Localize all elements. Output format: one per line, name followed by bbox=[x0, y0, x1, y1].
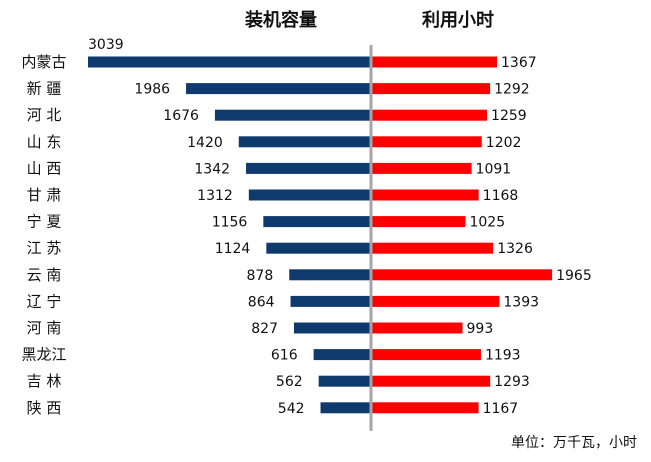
hours-value-label: 1091 bbox=[476, 161, 512, 177]
category-label: 河 南 bbox=[27, 319, 62, 337]
capacity-bar bbox=[320, 402, 371, 414]
hours-value-label: 1167 bbox=[483, 401, 519, 417]
capacity-bar bbox=[88, 56, 371, 68]
hours-value-label: 1326 bbox=[497, 241, 533, 257]
hours-value-label: 1168 bbox=[483, 188, 519, 204]
category-label: 河 北 bbox=[27, 106, 62, 124]
hours-bar bbox=[371, 83, 491, 95]
capacity-value-label: 1124 bbox=[215, 241, 251, 257]
capacity-bar bbox=[318, 375, 371, 387]
category-label: 吉 林 bbox=[27, 372, 62, 390]
hours-bar bbox=[371, 56, 497, 68]
capacity-bar bbox=[248, 189, 371, 201]
hours-bar bbox=[371, 242, 494, 254]
capacity-value-label: 562 bbox=[276, 374, 303, 390]
capacity-value-label: 1420 bbox=[187, 135, 223, 151]
capacity-bar bbox=[186, 83, 371, 95]
hours-value-label: 1292 bbox=[494, 82, 530, 98]
category-label: 江 苏 bbox=[27, 239, 62, 257]
capacity-value-label: 1986 bbox=[134, 82, 170, 98]
hours-bar bbox=[371, 269, 553, 281]
capacity-bar bbox=[266, 242, 371, 254]
hours-value-label: 1293 bbox=[494, 374, 530, 390]
category-label: 新 疆 bbox=[27, 80, 62, 98]
hours-value-label: 1393 bbox=[503, 294, 539, 310]
capacity-bar bbox=[246, 162, 371, 174]
hours-value-label: 1965 bbox=[556, 268, 592, 284]
hours-bar bbox=[371, 162, 472, 174]
capacity-bar bbox=[238, 136, 371, 148]
category-label: 云 南 bbox=[27, 266, 62, 284]
capacity-bar bbox=[313, 349, 371, 361]
hours-value-label: 993 bbox=[467, 321, 494, 337]
hours-value-label: 1193 bbox=[485, 348, 521, 364]
capacity-bar bbox=[290, 295, 371, 307]
hours-bar bbox=[371, 402, 479, 414]
category-label: 黑龙江 bbox=[21, 346, 66, 364]
category-label: 宁 夏 bbox=[27, 213, 62, 231]
capacity-value-label: 827 bbox=[251, 321, 278, 337]
capacity-value-label: 542 bbox=[278, 401, 305, 417]
hours-bar bbox=[371, 322, 463, 334]
capacity-bar bbox=[214, 109, 371, 121]
hours-bar bbox=[371, 349, 481, 361]
capacity-value-label: 1312 bbox=[197, 188, 233, 204]
unit-note: 单位：万千瓦，小时 bbox=[511, 435, 637, 451]
category-label: 陕 西 bbox=[27, 399, 62, 417]
hours-bar bbox=[371, 136, 482, 148]
capacity-value-label: 616 bbox=[271, 348, 298, 364]
capacity-value-label: 1342 bbox=[194, 161, 230, 177]
hours-bar bbox=[371, 375, 491, 387]
hours-value-label: 1025 bbox=[469, 215, 505, 231]
left-title: 装机容量 bbox=[245, 9, 317, 31]
capacity-bar bbox=[293, 322, 371, 334]
capacity-bar bbox=[263, 216, 371, 228]
category-label: 山 西 bbox=[27, 159, 62, 177]
capacity-value-label: 864 bbox=[248, 294, 275, 310]
capacity-value-label: 3039 bbox=[88, 37, 124, 53]
capacity-value-label: 878 bbox=[247, 268, 274, 284]
hours-value-label: 1259 bbox=[491, 108, 527, 124]
hours-bar bbox=[371, 109, 488, 121]
hours-value-label: 1367 bbox=[501, 55, 537, 71]
hours-bar bbox=[371, 189, 479, 201]
right-title: 利用小时 bbox=[422, 9, 494, 31]
category-label: 山 东 bbox=[27, 133, 62, 151]
capacity-bar bbox=[289, 269, 371, 281]
category-label: 辽 宁 bbox=[27, 292, 62, 310]
capacity-value-label: 1156 bbox=[212, 215, 248, 231]
capacity-value-label: 1676 bbox=[163, 108, 199, 124]
hours-bar bbox=[371, 295, 500, 307]
category-label: 甘 肃 bbox=[27, 186, 62, 204]
bars-group: 内蒙古 3039 1367 新 疆 1986 1292 河 北 1676 1259 山 东 1420… bbox=[21, 37, 592, 431]
hours-bar bbox=[371, 216, 466, 228]
hours-value-label: 1202 bbox=[486, 135, 522, 151]
category-label: 内蒙古 bbox=[21, 53, 66, 71]
